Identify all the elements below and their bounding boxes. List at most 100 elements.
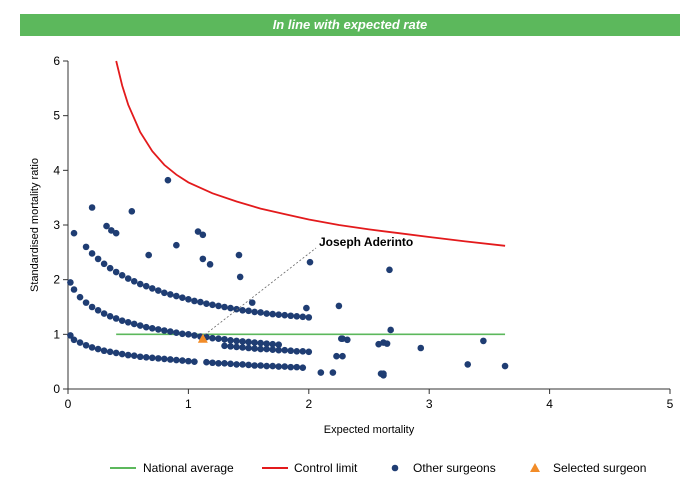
other-surgeon-point (100, 347, 108, 355)
other-surgeon-point (167, 291, 174, 298)
other-surgeon-point (148, 354, 156, 362)
other-surgeon-point (233, 305, 240, 313)
other-surgeon-point (480, 337, 487, 345)
other-surgeon-point (209, 334, 216, 342)
other-surgeon-point (239, 344, 246, 351)
other-surgeon-point (281, 311, 289, 319)
other-surgeon-point (124, 275, 132, 282)
other-surgeon-point (106, 348, 114, 356)
other-surgeon-point (185, 296, 192, 303)
other-surgeon-point (155, 287, 162, 294)
other-surgeon-point (161, 289, 168, 297)
other-surgeon-point (82, 243, 90, 251)
other-surgeon-point (161, 327, 168, 334)
other-surgeon-point (215, 360, 222, 367)
other-surgeon-point (191, 332, 198, 339)
other-surgeon-point (88, 250, 96, 257)
other-surgeon-point (344, 336, 351, 344)
other-surgeon-point (76, 293, 84, 301)
other-surgeon-point (221, 342, 228, 350)
other-surgeon-point (142, 282, 150, 290)
other-surgeon-point (108, 227, 115, 234)
other-surgeon-point (299, 347, 307, 355)
other-surgeon-point (209, 359, 216, 367)
other-surgeon-point (88, 344, 96, 351)
other-surgeon-point (185, 331, 192, 338)
y-tick-label: 6 (53, 54, 60, 68)
other-surgeon-point (269, 310, 276, 318)
other-surgeon-point (112, 349, 120, 357)
other-surgeon-point (306, 258, 314, 266)
other-surgeon-point (142, 323, 150, 331)
other-surgeon-point (67, 332, 74, 339)
other-surgeon-point (293, 347, 301, 355)
legend-control-limit-label: Control limit (294, 461, 358, 475)
other-surgeon-point (251, 345, 258, 352)
y-axis-title: Standardised mortality ratio (29, 158, 41, 292)
other-surgeon-point (245, 307, 252, 315)
other-surgeon-point (173, 356, 180, 364)
other-surgeon-point (299, 364, 307, 371)
other-surgeon-point (257, 309, 264, 316)
other-surgeon-point (275, 311, 283, 318)
other-surgeon-point (239, 338, 246, 345)
other-surgeon-point (82, 299, 90, 306)
other-surgeon-point (257, 339, 264, 347)
other-surgeon-point (251, 362, 258, 369)
x-tick-label: 2 (305, 397, 312, 411)
other-surgeon-point (269, 340, 276, 348)
other-surgeon-point (303, 304, 310, 312)
other-surgeon-point (263, 310, 270, 317)
other-surgeon-point (233, 337, 240, 345)
other-surgeon-point (227, 360, 234, 368)
legend-other-surgeons-swatch (391, 464, 399, 472)
other-surgeon-point (206, 261, 214, 268)
other-surgeon-point (383, 340, 391, 347)
other-surgeon-point (275, 346, 283, 354)
legend-national-average-label: National average (143, 461, 234, 475)
other-surgeon-point (124, 351, 132, 359)
other-surgeon-point (233, 343, 240, 351)
other-surgeon-point (293, 363, 301, 371)
other-surgeon-point (130, 278, 138, 285)
other-surgeon-point (136, 280, 144, 288)
x-tick-label: 4 (546, 397, 553, 411)
other-surgeon-point (263, 345, 270, 353)
other-surgeon-point (100, 310, 108, 317)
other-surgeon-point (227, 337, 234, 344)
other-surgeon-point (112, 315, 120, 322)
other-surgeon-point (245, 361, 252, 369)
other-surgeon-point (245, 338, 252, 346)
other-surgeon-point (106, 264, 114, 272)
other-surgeon-point (70, 336, 78, 344)
x-tick-label: 5 (667, 397, 674, 411)
other-surgeon-point (501, 362, 509, 370)
other-surgeon-point (82, 341, 90, 349)
other-surgeon-point (94, 255, 102, 263)
other-surgeon-point (191, 297, 198, 305)
other-surgeon-point (148, 285, 156, 292)
other-surgeon-point (251, 339, 258, 346)
y-tick-label: 5 (53, 109, 60, 123)
other-surgeon-point (293, 312, 301, 320)
other-surgeon-point (239, 306, 246, 314)
other-surgeon-point (103, 222, 110, 230)
other-surgeon-point (94, 345, 102, 353)
legend-other-surgeons-label: Other surgeons (413, 461, 496, 475)
other-surgeon-point (70, 229, 78, 237)
other-surgeon-point (263, 362, 270, 370)
selected-surgeon-leader-line (204, 247, 317, 336)
other-surgeon-point (329, 369, 337, 376)
other-surgeon-point (386, 266, 393, 274)
other-surgeon-point (199, 255, 207, 263)
other-surgeon-point (112, 229, 120, 237)
other-surgeon-point (70, 286, 78, 293)
other-surgeon-point (136, 322, 144, 329)
other-surgeon-point (142, 353, 150, 361)
other-surgeon-point (88, 204, 96, 211)
other-surgeon-point (281, 363, 289, 370)
selected-surgeon-name: Joseph Aderinto (319, 235, 413, 249)
other-surgeon-point (275, 341, 283, 349)
y-tick-label: 2 (53, 273, 60, 287)
other-surgeon-point (94, 306, 102, 314)
